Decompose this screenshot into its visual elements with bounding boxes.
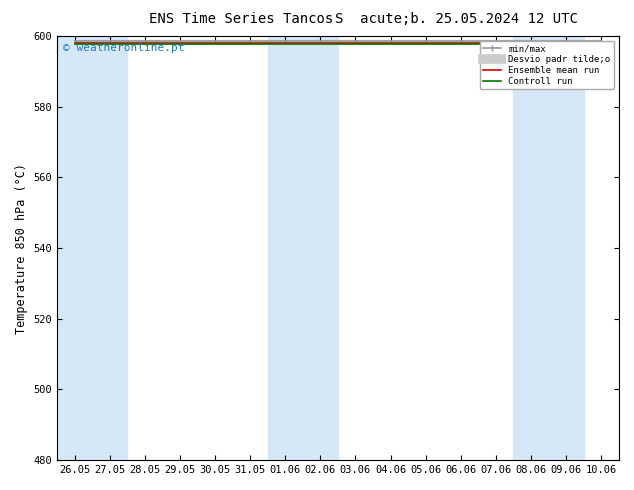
Bar bbox=[268, 36, 303, 460]
Bar bbox=[93, 36, 127, 460]
Bar bbox=[548, 36, 584, 460]
Bar bbox=[303, 36, 338, 460]
Legend: min/max, Desvio padr tilde;o, Ensemble mean run, Controll run: min/max, Desvio padr tilde;o, Ensemble m… bbox=[479, 41, 614, 89]
Text: ENS Time Series Tancos: ENS Time Series Tancos bbox=[149, 12, 333, 26]
Bar bbox=[57, 36, 93, 460]
Bar bbox=[514, 36, 548, 460]
Y-axis label: Temperature 850 hPa (°C): Temperature 850 hPa (°C) bbox=[15, 163, 28, 334]
Text: © weatheronline.pt: © weatheronline.pt bbox=[63, 43, 184, 52]
Text: S  acute;b. 25.05.2024 12 UTC: S acute;b. 25.05.2024 12 UTC bbox=[335, 12, 578, 26]
